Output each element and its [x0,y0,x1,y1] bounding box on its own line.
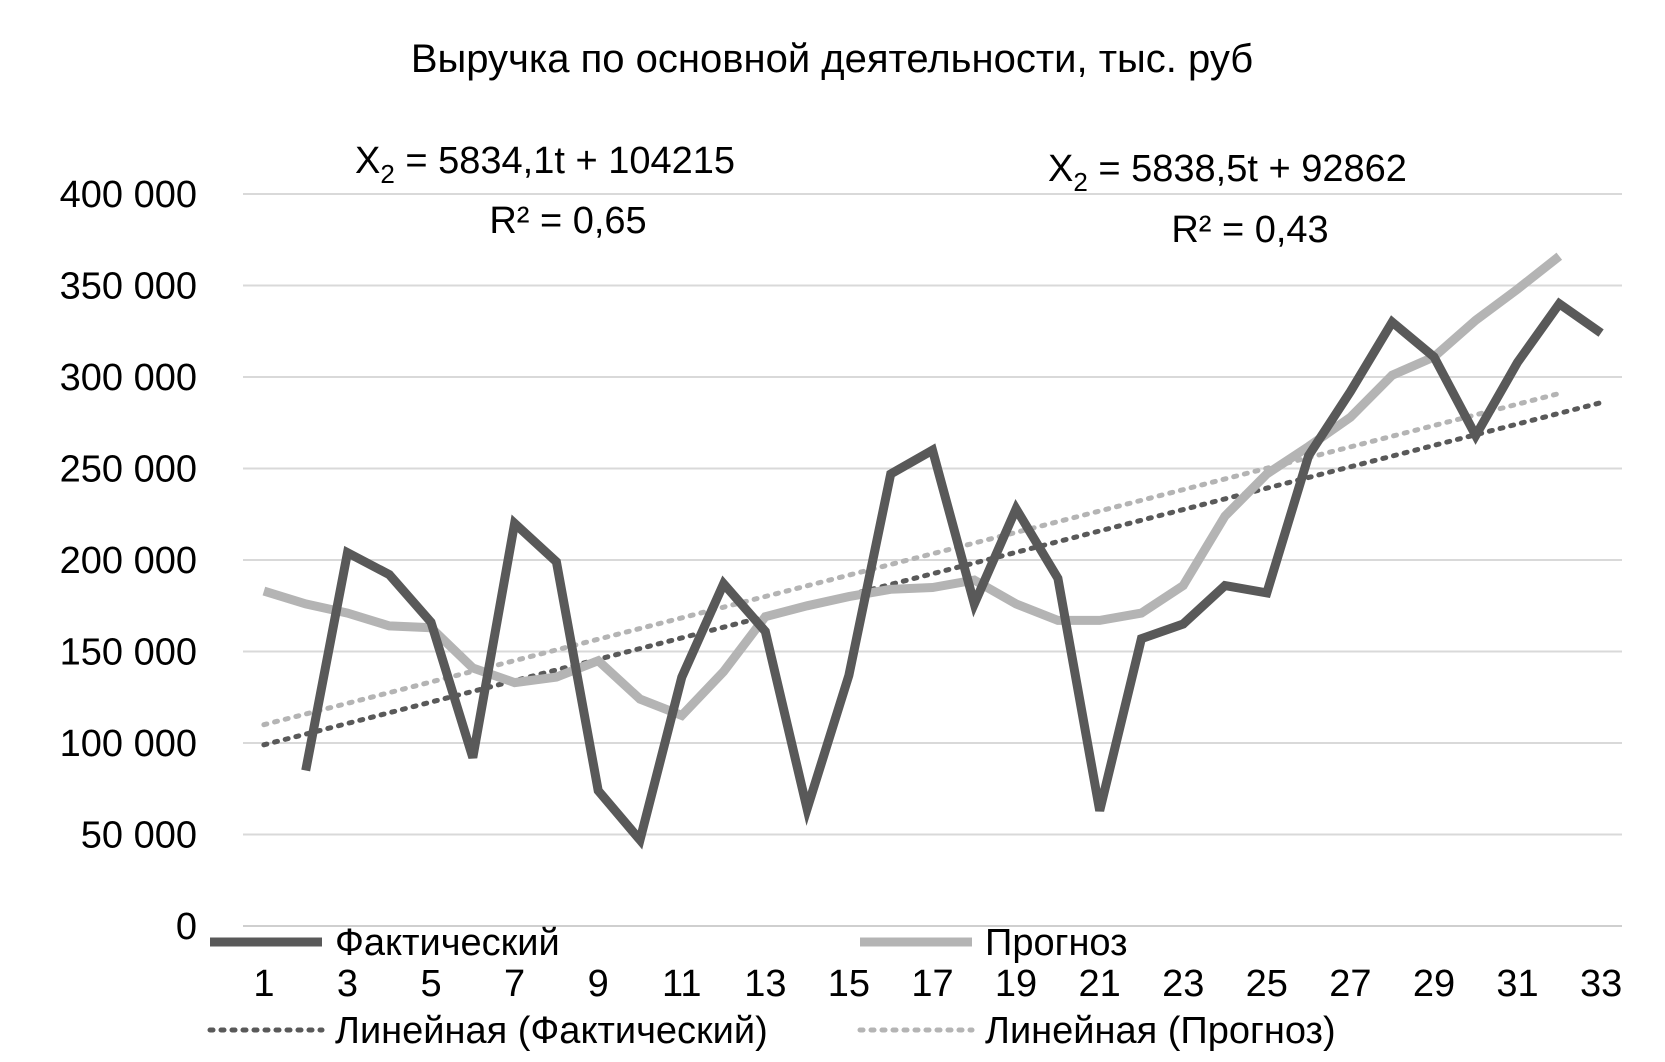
svg-text:X2 = 5834,1t + 104215: X2 = 5834,1t + 104215 [355,140,735,189]
equation-1-r2: R² = 0,65 [489,200,646,242]
equation-annotation-1: X2 = 5834,1t + 104215 R² = 0,65 [355,140,735,242]
series-line-fact [301,297,1604,850]
legend-label-fact: Фактический [335,922,560,964]
y-tick-label: 200 000 [60,540,197,582]
y-tick-label: 50 000 [81,815,197,857]
x-axis-tick-labels: 1 3 5 7 9 11 13 15 17 19 21 23 25 27 29 31 33 [253,963,1622,1005]
equation-1-symbol: X [355,140,380,182]
x-tick-label: 29 [1413,963,1455,1005]
svg-text:X2 = 5838,5t + 92862: X2 = 5838,5t + 92862 [1048,148,1407,197]
x-tick-label: 27 [1329,963,1371,1005]
x-tick-label: 25 [1246,963,1288,1005]
x-tick-label: 1 [253,963,274,1005]
x-tick-label: 21 [1079,963,1121,1005]
legend-label-forecast-trend: Линейная (Прогноз) [985,1010,1336,1052]
x-tick-label: 15 [828,963,870,1005]
x-tick-label: 33 [1580,963,1622,1005]
x-tick-label: 5 [420,963,441,1005]
x-tick-label: 9 [588,963,609,1005]
x-tick-label: 11 [662,963,701,1005]
x-tick-label: 17 [911,963,953,1005]
x-tick-label: 31 [1496,963,1538,1005]
y-tick-label: 0 [176,906,197,948]
equation-2-formula: = 5838,5t + 92862 [1088,148,1407,190]
y-tick-label: 100 000 [60,723,197,765]
equation-2-symbol: X [1048,148,1073,190]
equation-1-subscript: 2 [380,159,394,189]
equation-annotation-2: X2 = 5838,5t + 92862 R² = 0,43 [1048,148,1407,251]
equation-2-r2: R² = 0,43 [1171,209,1328,251]
gridlines [243,193,1622,927]
y-tick-label: 350 000 [60,266,197,308]
y-tick-label: 300 000 [60,357,197,399]
equation-1-formula: = 5834,1t + 104215 [395,140,735,182]
legend: Фактический Прогноз Линейная (Фактически… [207,922,1336,1052]
y-tick-label: 250 000 [60,449,197,491]
series-line-forecast [262,252,1563,721]
x-tick-label: 13 [744,963,786,1005]
y-tick-label: 400 000 [60,174,197,216]
y-axis-tick-labels: 0 50 000 100 000 150 000 200 000 250 000 300 0… [60,174,197,948]
legend-label-fact-trend: Линейная (Фактический) [335,1010,768,1052]
x-tick-label: 7 [504,963,525,1005]
y-tick-label: 150 000 [60,632,197,674]
legend-label-forecast: Прогноз [985,922,1128,964]
chart-title: Выручка по основной деятельности, тыс. р… [411,37,1253,81]
x-tick-label: 19 [995,963,1037,1005]
series-lines [262,252,1604,850]
x-tick-label: 3 [337,963,358,1005]
equation-2-subscript: 2 [1073,167,1087,197]
x-tick-label: 23 [1162,963,1204,1005]
